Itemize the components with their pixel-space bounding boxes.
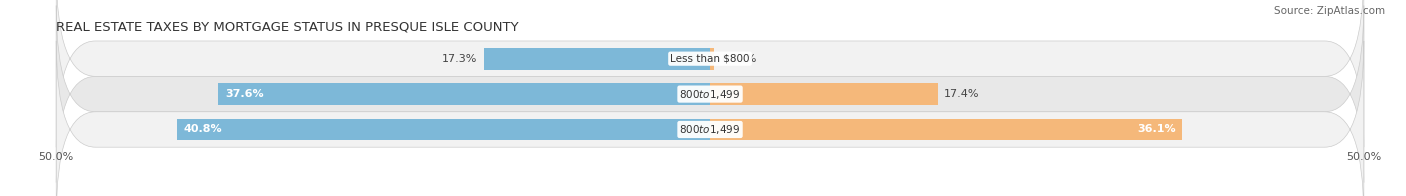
- Text: Source: ZipAtlas.com: Source: ZipAtlas.com: [1274, 6, 1385, 16]
- Bar: [710, 83, 938, 105]
- Text: REAL ESTATE TAXES BY MORTGAGE STATUS IN PRESQUE ISLE COUNTY: REAL ESTATE TAXES BY MORTGAGE STATUS IN …: [56, 21, 519, 34]
- Text: Less than $800: Less than $800: [671, 54, 749, 64]
- Text: $800 to $1,499: $800 to $1,499: [679, 123, 741, 136]
- Bar: [218, 83, 710, 105]
- Legend: Without Mortgage, With Mortgage: Without Mortgage, With Mortgage: [595, 192, 825, 196]
- Bar: [177, 119, 710, 141]
- Text: 17.4%: 17.4%: [943, 89, 980, 99]
- FancyBboxPatch shape: [56, 41, 1364, 196]
- Bar: [710, 48, 714, 70]
- Bar: [710, 119, 1182, 141]
- Text: 17.3%: 17.3%: [441, 54, 477, 64]
- Text: $800 to $1,499: $800 to $1,499: [679, 88, 741, 101]
- Text: 40.8%: 40.8%: [183, 124, 222, 134]
- Text: 0.34%: 0.34%: [721, 54, 756, 64]
- Bar: [484, 48, 710, 70]
- Text: 37.6%: 37.6%: [225, 89, 263, 99]
- Text: 36.1%: 36.1%: [1137, 124, 1175, 134]
- FancyBboxPatch shape: [56, 0, 1364, 147]
- FancyBboxPatch shape: [56, 5, 1364, 183]
